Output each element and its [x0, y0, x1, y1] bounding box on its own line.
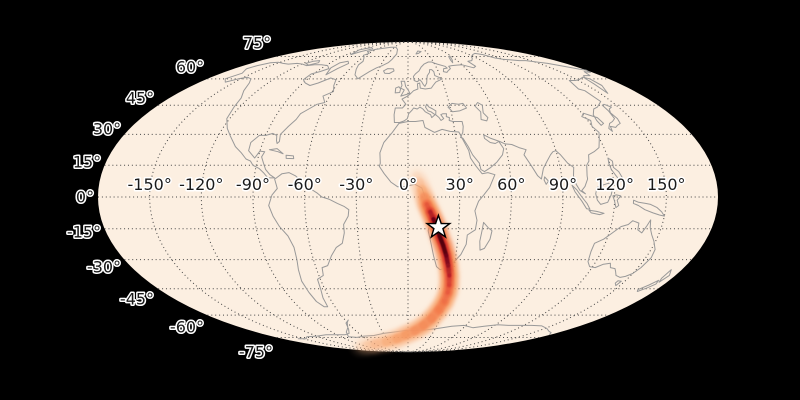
- coastline-novaya-zemlya: [448, 55, 454, 64]
- coastline-iceland: [383, 68, 395, 74]
- coastline-sumatra: [571, 184, 591, 210]
- star-marker: [424, 213, 452, 239]
- lon-tick-label: -60°: [288, 175, 322, 194]
- lat-tick-labels: 75° 60° 45° 30° 15° 0° -15° -30° -45° -60° -75°: [65, 32, 274, 363]
- graticule: [98, 41, 718, 353]
- lat-tick-label: -75°: [239, 343, 273, 362]
- lat-tick-label: 75°: [243, 34, 271, 53]
- lon-tick-label: -90°: [236, 175, 270, 194]
- coastline-hispaniola: [285, 154, 295, 160]
- coastline-black-sea: [447, 102, 467, 113]
- lon-tick-label: 90°: [549, 175, 577, 194]
- lat-tick-label: -30°: [87, 258, 121, 277]
- coastline-baffin-island: [325, 60, 350, 76]
- coastline-new-zealand-north: [658, 269, 672, 283]
- lat-tick-label: -60°: [170, 318, 204, 337]
- coastline-great-britain: [400, 80, 411, 97]
- coastline-eurasia: [393, 52, 609, 195]
- meridian-line: [407, 41, 461, 353]
- coastline-sulawesi: [612, 194, 622, 209]
- coastline-new-zealand-south: [636, 279, 660, 292]
- lon-tick-label: 0°: [399, 175, 417, 194]
- map-sphere: [98, 42, 718, 352]
- coastline-japan: [601, 103, 621, 132]
- coastline-philippines: [607, 157, 625, 184]
- meridian-line: [252, 41, 409, 353]
- coastline-south-america: [268, 172, 350, 308]
- lat-tick-label: 15°: [73, 153, 101, 172]
- lon-tick-labels: -150° -120° -90° -60° -30° 0° 30° 60° 90° 120° 150…: [126, 174, 687, 196]
- coastline-java: [588, 209, 605, 216]
- lat-tick-label: 60°: [176, 58, 204, 77]
- coastline-cuba: [268, 148, 284, 155]
- lon-tick-label: 150°: [647, 175, 686, 194]
- lat-tick-label: 30°: [93, 120, 121, 139]
- lon-tick-label: -150°: [128, 175, 172, 194]
- meridian-line: [407, 41, 512, 353]
- meridian-line: [407, 41, 564, 353]
- coastline-africa: [378, 120, 496, 271]
- band-segment: [436, 299, 447, 313]
- meridian-line: [304, 41, 409, 353]
- lon-tick-label: 30°: [446, 175, 474, 194]
- coastlines: [224, 46, 672, 340]
- lon-tick-label: 60°: [497, 175, 525, 194]
- lon-tick-label: -30°: [339, 175, 373, 194]
- lon-tick-label: -120°: [179, 175, 223, 194]
- band-segment: [355, 340, 372, 352]
- lat-tick-label: 0°: [76, 188, 94, 207]
- coastline-caspian-sea: [474, 102, 489, 122]
- coastline-ireland: [394, 86, 402, 94]
- meridian-line: [355, 41, 409, 353]
- lat-tick-label: 45°: [126, 89, 154, 108]
- coastline-new-guinea: [632, 199, 665, 217]
- coastline-tasmania: [614, 280, 622, 287]
- coastline-madagascar: [479, 221, 493, 251]
- coastline-australia: [587, 219, 656, 278]
- coastline-borneo: [595, 182, 614, 205]
- coastline-sri-lanka: [543, 176, 549, 185]
- meridian-line: [407, 41, 616, 353]
- coastline-greenland: [354, 46, 398, 80]
- lat-tick-label: -45°: [120, 290, 154, 309]
- meridian-line: [200, 41, 409, 353]
- coastline-ellesmere-island: [350, 47, 374, 56]
- lon-tick-label: 120°: [595, 175, 634, 194]
- coastline-victoria-island: [305, 60, 321, 66]
- coastline-north-america: [224, 61, 337, 179]
- coastline-svalbard: [415, 50, 422, 55]
- lat-tick-label: -15°: [67, 223, 101, 242]
